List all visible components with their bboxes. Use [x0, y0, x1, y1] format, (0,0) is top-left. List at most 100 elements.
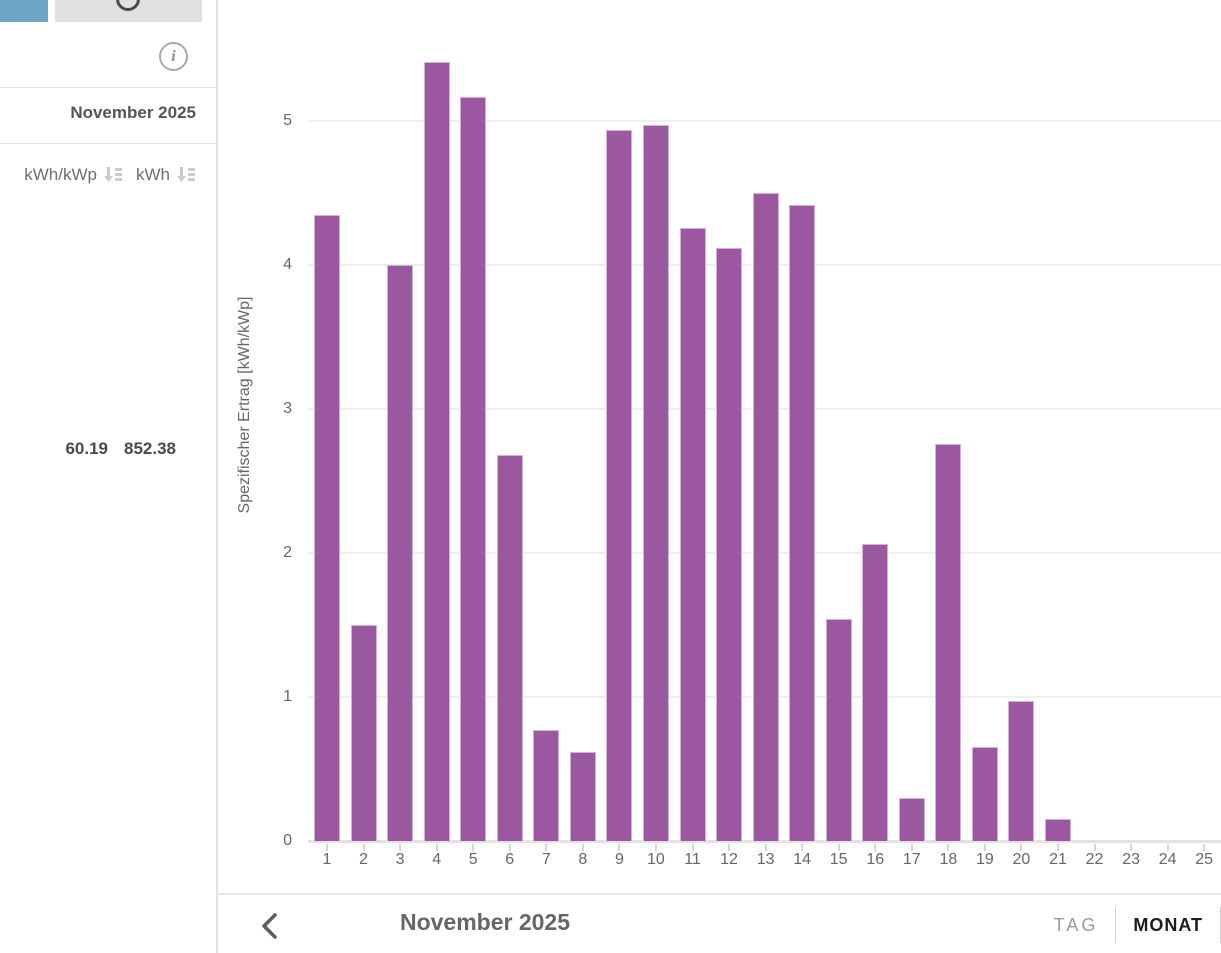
sidebar-divider [216, 0, 218, 953]
sidebar-month-label: November 2025 [70, 103, 196, 122]
bar-day-19[interactable] [971, 747, 998, 841]
column-headers: kWh/kWp kWh [0, 165, 196, 185]
bar-day-4[interactable] [423, 61, 450, 841]
x-tick-mark [399, 844, 402, 851]
x-tick-mark [1093, 844, 1096, 851]
x-tick-label: 25 [1195, 851, 1214, 868]
history-button[interactable] [55, 0, 202, 22]
x-tick-mark [1166, 844, 1169, 851]
bar-day-3[interactable] [387, 265, 414, 841]
x-tick-mark [1130, 844, 1133, 851]
bar-day-2[interactable] [350, 625, 377, 841]
sort-icon[interactable] [176, 166, 196, 184]
y-tick-label: 5 [283, 112, 292, 129]
footer-period-label: November 2025 [399, 909, 571, 935]
x-tick-mark [837, 844, 840, 851]
column-header-kwhkwp[interactable]: kWh/kWp [24, 165, 123, 185]
bar-day-5[interactable] [460, 96, 487, 841]
bar-day-7[interactable] [533, 730, 560, 841]
legend-color-swatch [0, 0, 48, 22]
column-header-kwh-label: kWh [136, 165, 170, 184]
x-tick-label: 8 [578, 851, 588, 868]
info-icon[interactable]: i [159, 42, 188, 71]
x-tick-label: 21 [1049, 851, 1067, 868]
x-tick-label: 2 [359, 851, 368, 868]
chevron-left-icon [262, 913, 277, 939]
column-header-kwhkwp-label: kWh/kWp [24, 165, 97, 184]
x-tick-mark [947, 844, 950, 851]
x-tick-mark [983, 844, 986, 851]
x-tick-label: 19 [975, 851, 994, 868]
x-tick-mark [1020, 844, 1023, 851]
x-tick-mark [910, 844, 913, 851]
x-tick-label: 1 [322, 851, 332, 868]
x-tick-label: 15 [829, 851, 848, 868]
tab-tag[interactable]: TAG [1053, 914, 1099, 935]
bar-day-1[interactable] [314, 214, 340, 841]
x-tick-mark [435, 844, 438, 851]
x-tick-label: 10 [647, 851, 665, 868]
x-tick-mark [654, 844, 657, 851]
x-tick-label: 7 [541, 851, 551, 868]
gridline-5 [308, 120, 1221, 122]
view-switch: TAG MONAT [1037, 905, 1221, 945]
x-tick-mark [1057, 844, 1059, 851]
bar-day-14[interactable] [789, 204, 816, 841]
x-tick-label: 4 [432, 851, 442, 868]
y-tick-label: 3 [283, 400, 292, 417]
x-tick-mark [581, 844, 584, 851]
bar-day-11[interactable] [679, 227, 706, 841]
x-tick-label: 5 [468, 851, 478, 868]
x-tick-label: 17 [902, 851, 921, 868]
x-tick-label: 14 [793, 851, 812, 868]
x-tick-label: 18 [939, 851, 958, 868]
x-tick-label: 6 [505, 851, 515, 868]
x-tick-mark [326, 844, 328, 851]
bar-day-18[interactable] [935, 443, 962, 841]
bar-day-9[interactable] [606, 129, 633, 841]
x-tick-label: 16 [866, 851, 885, 868]
y-tick-label: 1 [283, 688, 292, 705]
x-tick-label: 20 [1012, 851, 1031, 868]
bar-day-15[interactable] [825, 619, 852, 841]
x-tick-label: 24 [1158, 851, 1177, 868]
x-axis-line [308, 840, 1221, 843]
separator [0, 87, 216, 88]
y-tick-label: 2 [283, 544, 292, 561]
bar-day-6[interactable] [496, 455, 523, 841]
x-tick-mark [362, 844, 365, 851]
bar-day-20[interactable] [1008, 701, 1035, 841]
x-tick-label: 22 [1085, 851, 1104, 868]
x-tick-mark [764, 844, 767, 851]
view-divider [1115, 907, 1117, 943]
y-tick-label: 4 [283, 256, 292, 273]
x-tick-mark [618, 844, 621, 851]
footer-bar: November 2025 TAG MONAT [218, 893, 1221, 953]
separator [0, 143, 216, 144]
previous-month-button[interactable] [252, 909, 286, 943]
x-tick-label: 13 [756, 851, 775, 868]
x-tick-mark [508, 844, 511, 851]
x-tick-label: 11 [684, 851, 701, 868]
bar-day-10[interactable] [642, 125, 669, 841]
x-tick-label: 3 [395, 851, 405, 868]
total-kwh: 852.38 [124, 439, 176, 458]
column-header-kwh[interactable]: kWh [136, 165, 196, 185]
clock-icon [116, 0, 140, 11]
tab-monat[interactable]: MONAT [1133, 914, 1203, 935]
total-kwh-per-kwp: 60.19 [65, 439, 108, 458]
bar-day-21[interactable] [1045, 819, 1071, 841]
bar-day-8[interactable] [569, 751, 596, 841]
bar-day-17[interactable] [898, 797, 925, 841]
info-icon-letter: i [171, 47, 176, 65]
x-tick-label: 23 [1122, 851, 1140, 868]
bar-day-13[interactable] [752, 193, 779, 841]
y-tick-label: 0 [283, 832, 292, 849]
x-tick-label: 9 [614, 851, 624, 868]
bar-day-12[interactable] [716, 247, 743, 841]
x-tick-mark [728, 844, 731, 851]
bar-day-16[interactable] [862, 544, 889, 841]
sort-icon[interactable] [103, 166, 123, 184]
x-tick-mark [1203, 844, 1206, 851]
